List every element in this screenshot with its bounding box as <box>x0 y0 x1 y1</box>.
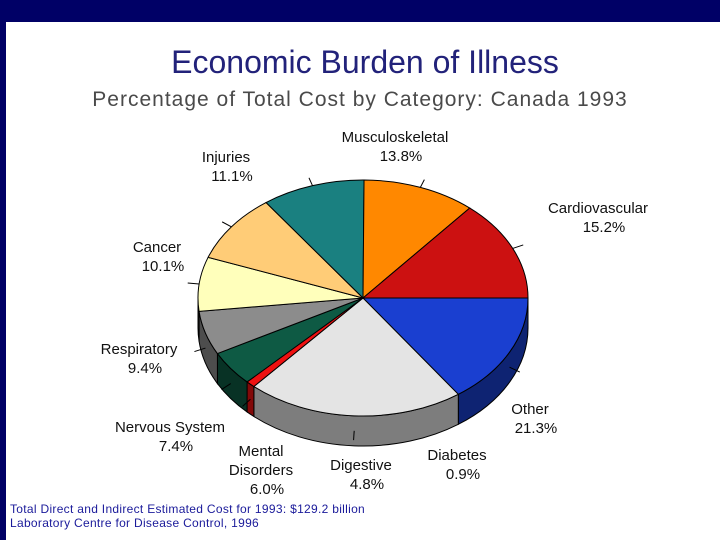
leader-line-respiratory <box>221 221 232 228</box>
slice-label-digestive: Digestive <box>330 457 392 474</box>
pie-slice-other <box>253 297 460 417</box>
slice-value-other: 21.3% <box>515 420 558 437</box>
leader-line-diabetes <box>242 398 251 407</box>
leader-line-digestive <box>221 383 232 390</box>
slice-value-injuries: 11.1% <box>211 168 252 185</box>
chart-subtitle: Percentage of Total Cost by Category: Ca… <box>92 88 628 111</box>
slice-value-cardiovascular: 15.2% <box>583 219 626 236</box>
pie-slices <box>197 179 529 417</box>
pie-labels: Cardiovascular 15.2% Other 21.3% Diabetes 0.9… <box>101 129 648 498</box>
slice-label-other: Other <box>511 401 549 418</box>
leader-line-nervous-system <box>187 282 200 285</box>
left-bar <box>0 22 6 540</box>
slice-label-injuries: Injuries <box>202 149 250 166</box>
slice-value-cancer: 10.1% <box>142 258 185 275</box>
leader-line-cancer <box>308 177 313 186</box>
slice-value-musculoskeletal: 13.8% <box>380 148 423 165</box>
footnote-total-cost: Total Direct and Indirect Estimated Cost… <box>10 502 366 516</box>
slice-label-mental-disorders: Mental <box>238 443 283 460</box>
footnote-source: Laboratory Centre for Disease Control, 1… <box>10 516 260 530</box>
slice-label-mental-disorders: Disorders <box>229 462 293 479</box>
slice-value-nervous-system: 7.4% <box>159 438 193 455</box>
slice-value-respiratory: 9.4% <box>128 360 162 377</box>
slice-label-diabetes: Diabetes <box>427 447 486 464</box>
slice-value-digestive: 4.8% <box>350 476 384 493</box>
leader-line-mental-disorders <box>194 347 206 353</box>
pie-slice-musculoskeletal <box>361 207 529 299</box>
slice-value-diabetes: 0.9% <box>446 466 480 483</box>
slice-label-cardiovascular: Cardiovascular <box>548 200 648 217</box>
leader-line-musculoskeletal <box>512 244 524 249</box>
slice-label-respiratory: Respiratory <box>101 341 178 358</box>
leader-line-cardiovascular <box>509 366 521 373</box>
slice-value-mental-disorders: 6.0% <box>250 481 284 498</box>
pie-slice-injuries <box>362 179 471 300</box>
slice-label-cancer: Cancer <box>133 239 181 256</box>
top-bar <box>0 0 720 22</box>
pie-side-diabetes <box>246 380 255 418</box>
chart-title: Economic Burden of Illness <box>171 44 559 80</box>
slice-label-nervous-system: Nervous System <box>115 419 225 436</box>
leader-line-injuries <box>419 179 425 188</box>
slice-label-musculoskeletal: Musculoskeletal <box>342 129 449 146</box>
leader-line-other <box>353 430 355 441</box>
pie-slice-cardiovascular <box>361 297 529 395</box>
